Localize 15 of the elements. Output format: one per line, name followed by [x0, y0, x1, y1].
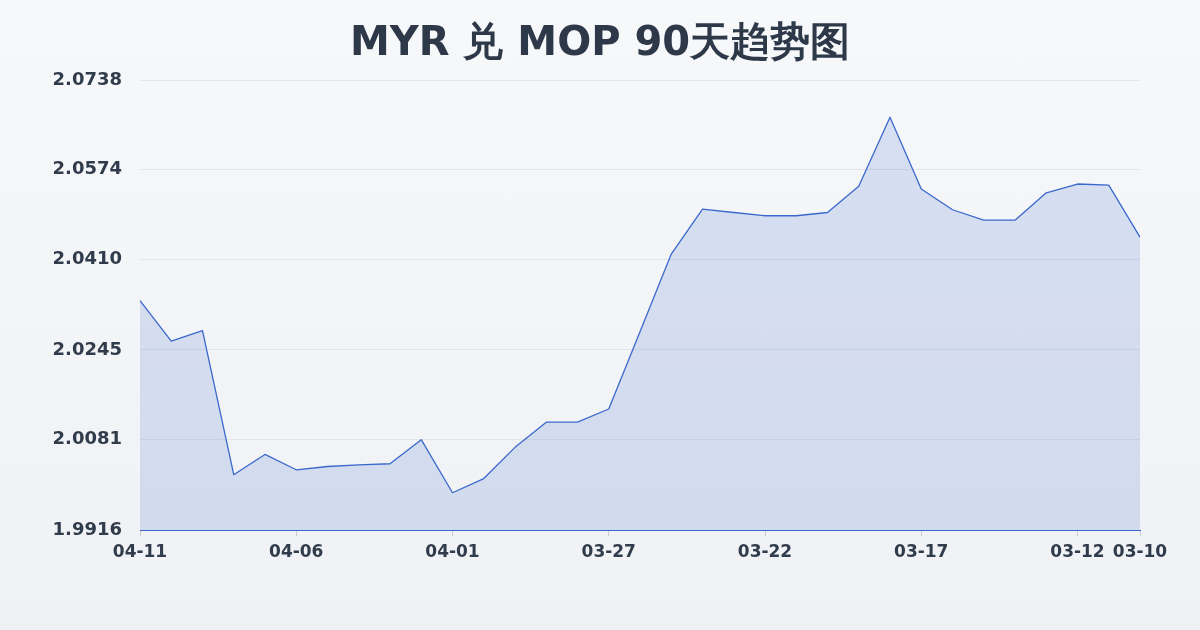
x-tick-label: 04-11 [112, 540, 168, 561]
y-tick-label: 2.0574 [52, 157, 122, 179]
x-tick-label: 03-10 [1112, 540, 1168, 561]
chart-title: MYR 兑 MOP 90天趋势图 [349, 18, 851, 65]
y-tick-label: 1.9916 [52, 517, 122, 539]
y-tick-label: 2.0738 [52, 67, 122, 89]
x-tick-label: 03-12 [1050, 540, 1105, 561]
x-tick-label: 03-17 [894, 540, 949, 561]
x-tick-label: 04-01 [425, 540, 480, 561]
y-tick-label: 2.0410 [52, 247, 122, 269]
y-tick-label: 2.0081 [52, 427, 122, 449]
y-tick-label: 2.0245 [52, 337, 122, 359]
x-tick-label: 03-22 [737, 540, 793, 561]
x-tick-label: 04-06 [269, 540, 324, 561]
x-tick-label: 03-27 [581, 540, 636, 561]
